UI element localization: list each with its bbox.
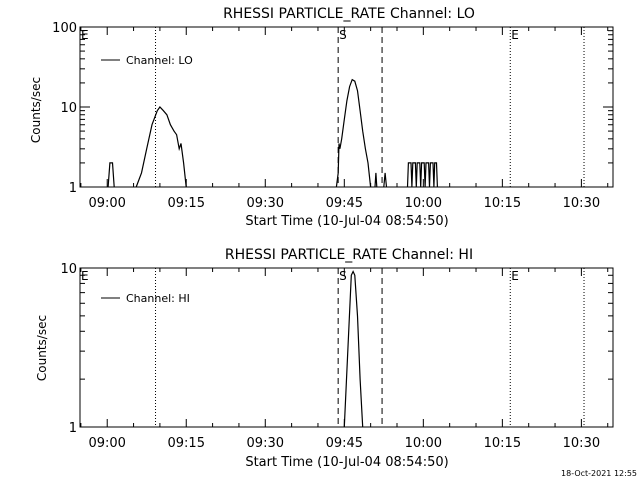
lo-series-line xyxy=(374,172,378,188)
hi-chart-title: RHESSI PARTICLE_RATE Channel: HI xyxy=(225,247,473,263)
lo-x-tick-label: 10:30 xyxy=(563,196,600,211)
hi-plot-frame xyxy=(79,267,614,428)
lo-event-marker-label: S xyxy=(339,28,347,42)
hi-event-marker-label: E xyxy=(511,269,519,283)
lo-x-tick-label: 09:15 xyxy=(168,196,205,211)
lo-series-line xyxy=(383,172,388,188)
hi-series-line xyxy=(343,270,364,428)
lo-chart-title: RHESSI PARTICLE_RATE Channel: LO xyxy=(223,6,475,22)
lo-y-tick-label: 100 xyxy=(52,21,77,36)
hi-x-tick-label: 10:30 xyxy=(563,436,600,451)
lo-x-axis-label: Start Time (10-Jul-04 08:54:50) xyxy=(245,214,448,229)
hi-channel-panel: RHESSI PARTICLE_RATE Channel: HI Counts/… xyxy=(35,247,614,470)
lo-event-marker-label: E xyxy=(511,28,519,42)
hi-x-tick-label: 10:00 xyxy=(405,436,442,451)
lo-event-marker-label: E xyxy=(81,28,89,42)
lo-y-tick-label: 1 xyxy=(69,181,77,196)
lo-x-tick-label: 09:00 xyxy=(88,196,125,211)
lo-y-axis-label: Counts/sec xyxy=(29,77,43,143)
lo-x-tick-label: 09:30 xyxy=(247,196,284,211)
hi-event-marker-label: E xyxy=(81,269,89,283)
lo-x-tick-label: 09:45 xyxy=(326,196,363,211)
hi-y-tick-label: 1 xyxy=(69,421,77,436)
lo-series-line xyxy=(135,106,187,188)
lo-x-tick-label: 10:00 xyxy=(405,196,442,211)
hi-x-tick-label: 09:30 xyxy=(247,436,284,451)
lo-x-tick-label: 10:15 xyxy=(484,196,521,211)
lo-y-tick-label: 10 xyxy=(60,101,77,116)
hi-x-axis-label: Start Time (10-Jul-04 08:54:50) xyxy=(245,455,448,470)
lo-channel-panel: RHESSI PARTICLE_RATE Channel: LO Counts/… xyxy=(29,6,614,229)
hi-x-tick-label: 09:00 xyxy=(88,436,125,451)
hi-x-tick-label: 09:15 xyxy=(168,436,205,451)
hi-legend-entry: Channel: HI xyxy=(126,292,190,305)
lo-legend-entry: Channel: LO xyxy=(126,54,193,67)
hi-x-tick-label: 10:15 xyxy=(484,436,521,451)
hi-y-tick-label: 10 xyxy=(60,262,77,277)
hi-y-axis-label: Counts/sec xyxy=(35,315,49,381)
hi-event-marker-label: S xyxy=(339,269,347,283)
lo-series-line xyxy=(107,162,115,188)
hi-x-tick-label: 09:45 xyxy=(326,436,363,451)
generation-timestamp: 18-Oct-2021 12:55 xyxy=(561,469,637,478)
lo-series-line xyxy=(335,78,372,188)
lo-series-line xyxy=(406,162,438,188)
